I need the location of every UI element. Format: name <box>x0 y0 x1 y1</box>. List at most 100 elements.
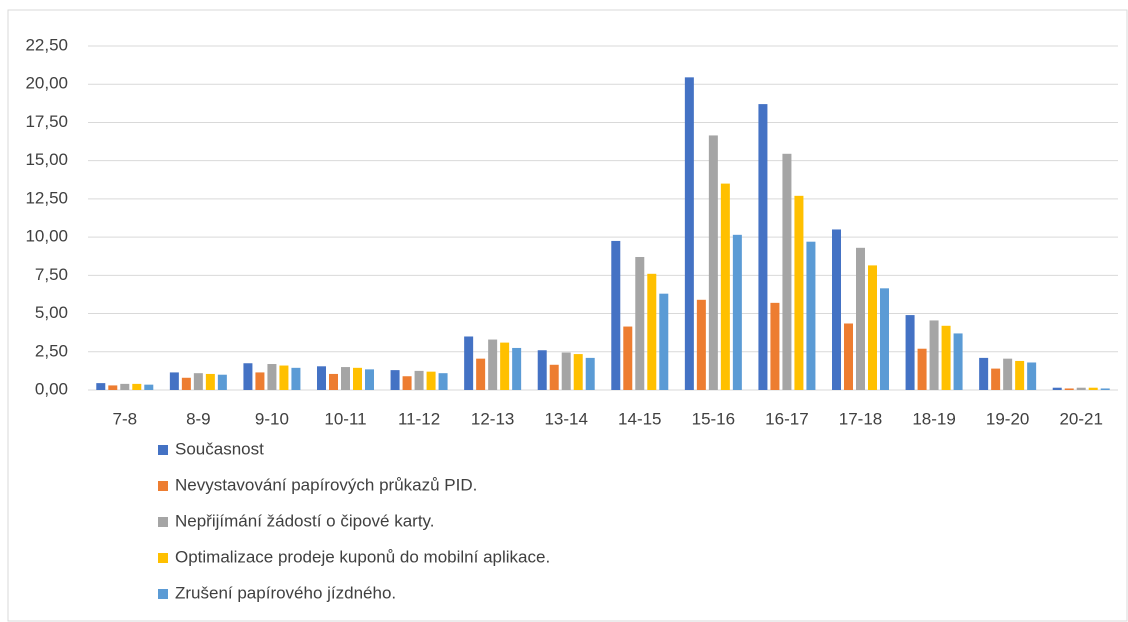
bar <box>585 357 595 390</box>
bar <box>120 383 130 390</box>
x-tick-label: 15-16 <box>692 409 735 428</box>
bar <box>1088 387 1098 390</box>
bar <box>353 367 362 390</box>
bar <box>732 234 742 390</box>
bar <box>953 333 963 390</box>
bar <box>243 363 253 390</box>
x-tick-label: 13-14 <box>544 409 587 428</box>
legend-swatch <box>158 445 168 455</box>
x-tick-label: 11-12 <box>398 409 440 428</box>
bar <box>291 367 301 390</box>
chart-border <box>7 9 1128 622</box>
bar <box>991 368 1001 390</box>
x-tick-label: 14-15 <box>618 409 661 428</box>
bar <box>205 373 215 390</box>
x-tick-label: 9-10 <box>255 409 289 428</box>
x-tick-label: 18-19 <box>912 409 955 428</box>
bar <box>941 325 951 390</box>
bar <box>438 373 448 390</box>
bar <box>573 354 583 390</box>
bar <box>832 229 841 390</box>
legend-swatch <box>158 553 168 563</box>
x-tick-label: 10-11 <box>324 409 366 428</box>
bar <box>1052 387 1062 390</box>
legend-label: Zrušení papírového jízdného. <box>175 583 396 602</box>
bar <box>255 372 265 390</box>
bar <box>1003 358 1013 390</box>
y-tick-label: 10,00 <box>25 227 68 246</box>
bar <box>402 376 412 390</box>
x-tick-label: 12-13 <box>471 409 514 428</box>
bar <box>611 240 621 390</box>
x-tick-label: 8-9 <box>186 409 211 428</box>
bar <box>880 288 889 390</box>
bar <box>917 348 927 390</box>
bar <box>464 336 474 390</box>
bar <box>181 377 191 390</box>
bar <box>329 373 338 390</box>
bar <box>561 352 571 390</box>
bar <box>929 320 939 390</box>
bar <box>684 77 694 390</box>
bar <box>1064 388 1074 390</box>
bar <box>537 350 547 390</box>
bar <box>549 364 559 390</box>
bar <box>193 373 203 390</box>
bar <box>144 384 154 390</box>
bar <box>708 135 718 390</box>
bar <box>1015 360 1025 390</box>
y-tick-label: 0,00 <box>35 379 68 398</box>
y-tick-label: 17,50 <box>25 112 68 131</box>
bar <box>390 370 400 390</box>
bar <box>623 326 633 390</box>
y-tick-label: 7,50 <box>35 265 68 284</box>
bar <box>488 339 498 390</box>
bar <box>317 366 326 390</box>
legend-label: Současnost <box>175 439 264 458</box>
legend-label: Optimalizace prodeje kuponů do mobilní a… <box>175 547 550 566</box>
bar <box>365 369 374 390</box>
legend-swatch <box>158 481 168 491</box>
y-tick-label: 2,50 <box>35 341 68 360</box>
legend-swatch <box>158 589 168 599</box>
x-tick-label: 17-18 <box>839 409 882 428</box>
bar <box>806 241 816 390</box>
legend-label: Nepřijímání žádostí o čipové karty. <box>175 511 435 530</box>
bar <box>868 265 877 390</box>
bar <box>414 370 424 390</box>
bar <box>1076 387 1086 390</box>
legend-label: Nevystavování papírových průkazů PID. <box>175 475 477 494</box>
y-tick-label: 5,00 <box>35 303 68 322</box>
bar <box>341 367 350 390</box>
x-tick-label: 7-8 <box>112 409 137 428</box>
bar <box>279 365 289 390</box>
bar <box>770 302 780 390</box>
bar <box>96 383 106 390</box>
bar <box>696 299 706 390</box>
legend: Současnost Nevystavování papírových průka… <box>158 439 550 602</box>
bar <box>1100 388 1110 390</box>
x-tick-label: 20-21 <box>1059 409 1102 428</box>
bar <box>426 371 436 390</box>
y-tick-label: 12,50 <box>25 188 68 207</box>
bar <box>500 342 510 390</box>
y-tick-label: 15,00 <box>25 150 68 169</box>
bar <box>132 383 142 390</box>
bar <box>476 358 486 390</box>
bar <box>758 104 768 390</box>
bar <box>794 195 804 390</box>
bar <box>217 374 227 390</box>
x-tick-label: 16-17 <box>765 409 808 428</box>
bar <box>512 347 522 390</box>
bar <box>647 273 657 390</box>
bar <box>905 315 915 390</box>
bar <box>169 372 179 390</box>
bar <box>1027 362 1037 390</box>
bar <box>108 385 118 390</box>
legend-swatch <box>158 517 168 527</box>
bar <box>979 357 989 390</box>
y-tick-label: 22,50 <box>25 35 68 54</box>
y-tick-label: 20,00 <box>25 74 68 93</box>
x-tick-label: 19-20 <box>986 409 1029 428</box>
